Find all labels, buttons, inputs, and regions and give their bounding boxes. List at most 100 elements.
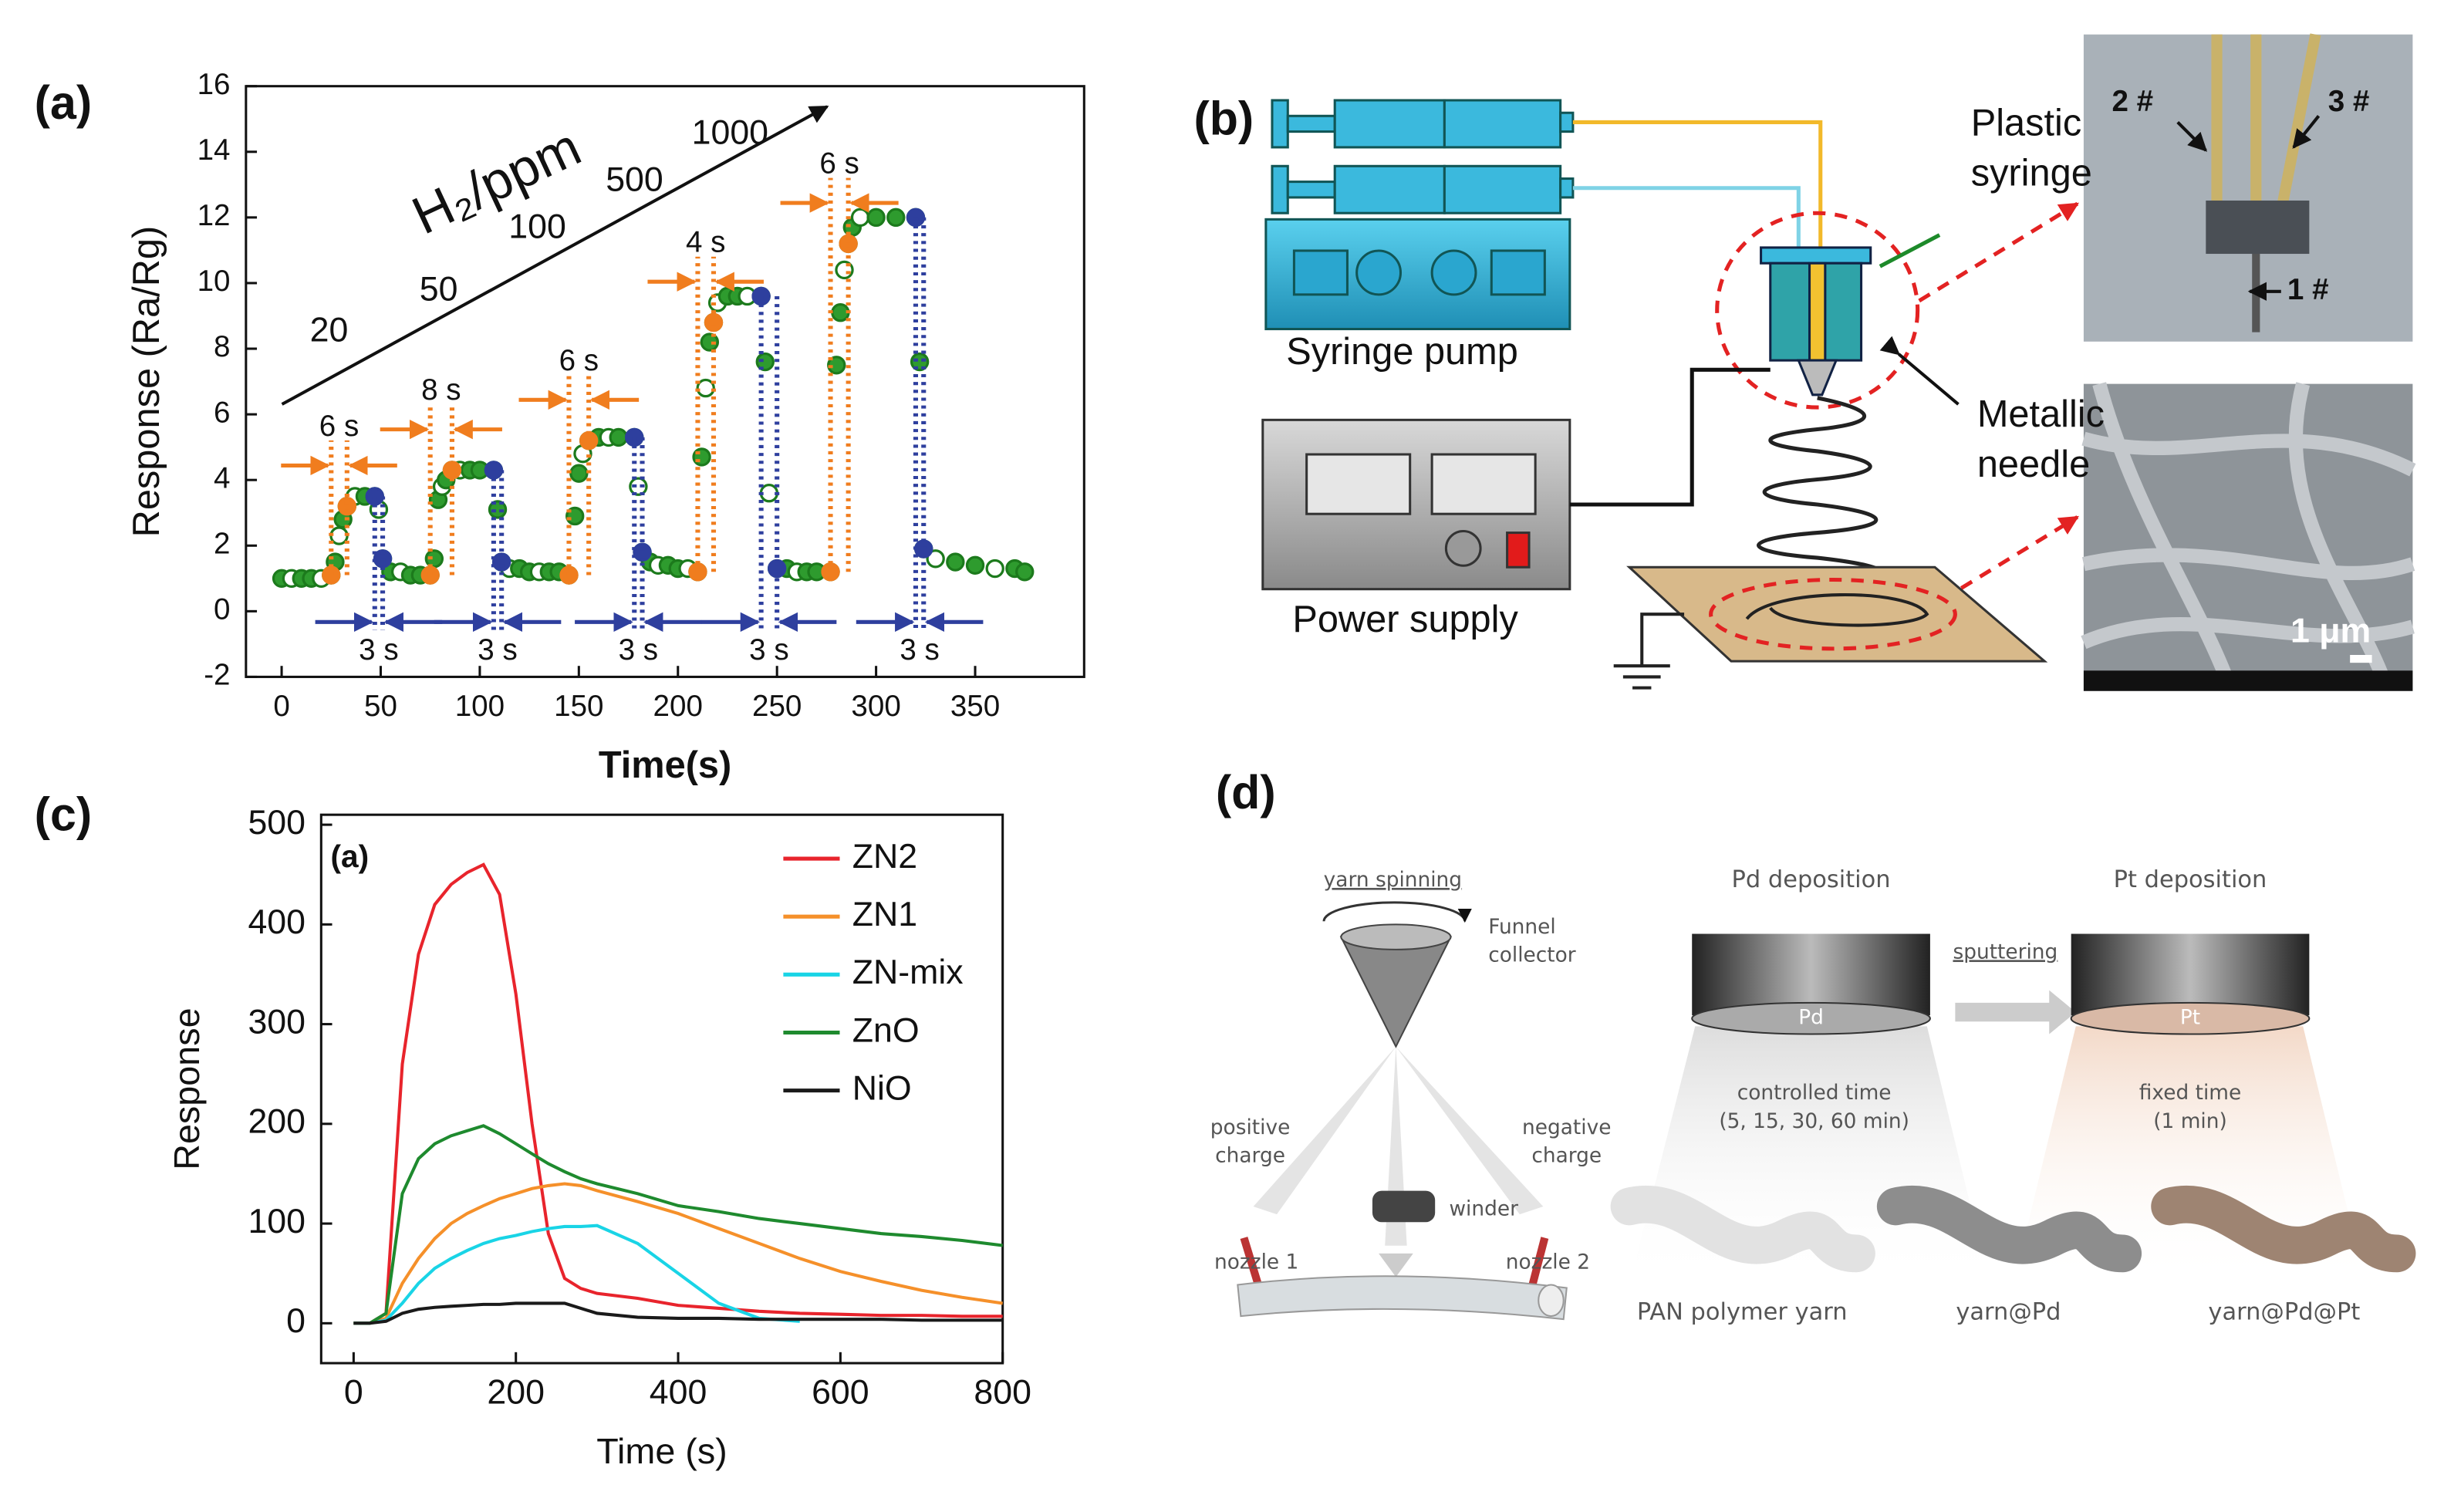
funnel xyxy=(1339,936,1453,1049)
data-point xyxy=(609,427,628,447)
label: sputtering xyxy=(1953,940,2057,964)
data-point xyxy=(700,332,720,352)
data-point xyxy=(569,464,589,483)
fall-time-label: 3 s xyxy=(749,633,788,667)
fall-time-label: 3 s xyxy=(478,633,517,667)
yarn-pt xyxy=(2151,1186,2416,1273)
y-tick-label: 16 xyxy=(197,68,231,101)
yarn-pd xyxy=(1876,1186,2142,1273)
y-tick-label: 0 xyxy=(214,593,230,626)
label: positive xyxy=(1210,1115,1291,1139)
label: yarn@Pd@Pt xyxy=(2208,1299,2360,1326)
photo-label: 2 # xyxy=(2111,85,2153,118)
label: charge xyxy=(1215,1143,1285,1167)
y-tick-label: 2 xyxy=(214,527,230,560)
collector xyxy=(1626,565,2048,663)
data-point xyxy=(625,427,644,447)
data-point xyxy=(633,542,652,562)
syringe-pump-drawing xyxy=(1264,99,1575,331)
data-point xyxy=(373,549,393,569)
x-axis-label: Time (s) xyxy=(596,1431,727,1471)
label: yarn@Pd xyxy=(1956,1299,2061,1326)
data-line xyxy=(353,1223,800,1325)
sem-bar xyxy=(2083,670,2413,691)
data-point xyxy=(704,312,724,332)
data-point xyxy=(850,208,870,228)
highlight-circle xyxy=(1709,577,1957,651)
data-line xyxy=(353,862,1003,1325)
spin-arrow xyxy=(1322,901,1472,923)
y-tick-label: 400 xyxy=(248,903,306,941)
rise-time-label: 8 s xyxy=(421,373,461,407)
data-point xyxy=(839,234,858,254)
pd-target xyxy=(1692,933,1930,1016)
label: Pd deposition xyxy=(1732,866,1891,893)
data-point xyxy=(767,559,787,579)
panel-label: (c) xyxy=(35,788,92,840)
pointer xyxy=(2292,115,2321,149)
legend-label: ZnO xyxy=(852,1011,920,1049)
label: Pt deposition xyxy=(2114,866,2267,893)
data-point xyxy=(886,208,906,228)
pointer xyxy=(1879,336,1960,406)
data-point xyxy=(696,378,715,398)
legend-label: ZN-mix xyxy=(852,953,964,991)
label: collector xyxy=(1488,943,1576,967)
syringe-needle-drawing xyxy=(1760,246,1872,397)
legend-label: ZN1 xyxy=(852,896,917,933)
data-point xyxy=(1015,562,1035,582)
y-tick-label: 14 xyxy=(197,133,231,167)
label: Plastic xyxy=(1971,102,2082,143)
down-arrow xyxy=(1379,1253,1413,1277)
data-point xyxy=(755,352,775,372)
label: syringe xyxy=(1971,152,2092,194)
sem-fibers xyxy=(2081,382,2416,677)
pd-target-face xyxy=(1691,1001,1931,1035)
y-tick-label: 500 xyxy=(248,804,306,842)
x-tick-label: 200 xyxy=(653,690,703,723)
data-line xyxy=(353,1182,1003,1325)
y-axis-label: Response (Ra/Rg) xyxy=(126,226,167,538)
yarn-end xyxy=(1538,1284,1565,1318)
yarn-pan xyxy=(1610,1186,1875,1273)
label: Pd xyxy=(1798,1006,1824,1030)
x-tick-label: 200 xyxy=(487,1373,545,1411)
label: (5, 15, 30, 60 min) xyxy=(1719,1109,1909,1133)
x-tick-label: 50 xyxy=(364,690,397,723)
label: PAN polymer yarn xyxy=(1637,1299,1848,1326)
x-tick-label: 300 xyxy=(851,690,900,723)
jet-spiral xyxy=(1757,396,1884,589)
data-point xyxy=(866,208,886,228)
label: Pt xyxy=(2180,1006,2200,1030)
y-tick-label: 200 xyxy=(248,1103,306,1141)
legend-label: NiO xyxy=(852,1069,912,1107)
data-point xyxy=(484,461,504,480)
concentration-label: 500 xyxy=(606,160,663,198)
concentration-label: 20 xyxy=(310,311,349,349)
fiber-jets xyxy=(1253,1046,1544,1246)
x-tick-label: 150 xyxy=(554,690,603,723)
label: nozzle 1 xyxy=(1214,1250,1298,1274)
trend-arrow xyxy=(281,105,829,406)
x-tick-label: 250 xyxy=(752,690,802,723)
scale-label: 1 μm xyxy=(2290,612,2371,650)
label: nozzle 2 xyxy=(1506,1250,1590,1274)
pt-target xyxy=(2071,933,2310,1016)
label: yarn spinning xyxy=(1324,868,1462,892)
feed-line xyxy=(1572,186,1801,251)
pointer xyxy=(1879,233,1941,268)
y-tick-label: 6 xyxy=(214,396,230,429)
fall-time-label: 3 s xyxy=(359,633,398,667)
winder-drum xyxy=(1372,1190,1436,1223)
label: Metallic xyxy=(1977,393,2105,435)
rise-time-label: 6 s xyxy=(559,344,599,377)
panel-label: (b) xyxy=(1193,93,1254,145)
photo-label: 1 # xyxy=(2287,273,2329,306)
rise-time-label: 4 s xyxy=(686,226,725,259)
scale-mark xyxy=(2350,654,2372,663)
highlight-circle xyxy=(1715,211,1920,410)
data-line xyxy=(353,1301,1003,1325)
data-point xyxy=(946,552,965,572)
panel-label: (d) xyxy=(1216,766,1276,818)
data-line xyxy=(353,1124,1003,1325)
